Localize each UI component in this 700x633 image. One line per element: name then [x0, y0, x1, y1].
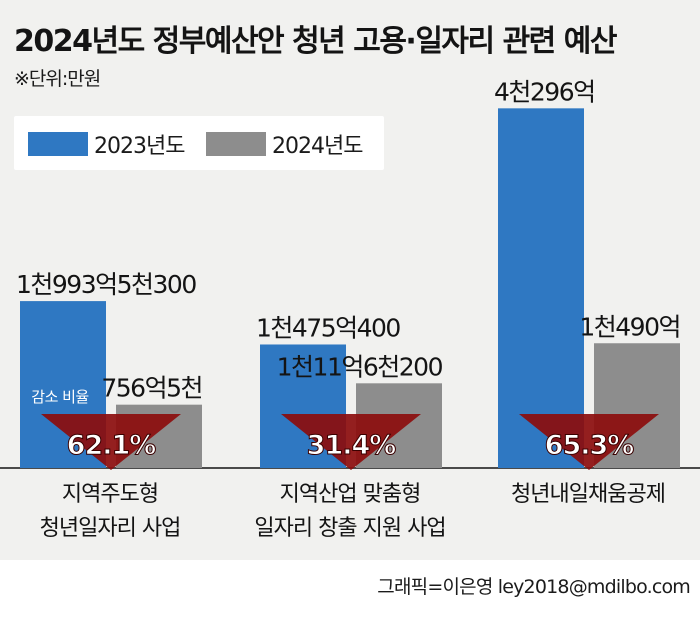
- value-label-2024-1: 756억5천: [101, 374, 202, 403]
- reduction-rate-3: 65.3%: [545, 430, 635, 461]
- legend-swatch-2024: [206, 132, 266, 156]
- category-label-line: 청년일자리 사업: [39, 516, 182, 541]
- reduction-rate-2: 31.4%: [307, 430, 397, 461]
- category-label-line: 지역주도형: [61, 482, 159, 507]
- reduction-arrow-3: [519, 414, 659, 470]
- value-label-2023-1: 1천993억5천300: [16, 270, 196, 299]
- credit-text: 그래픽=이은영 ley2018@mdilbo.com: [377, 576, 691, 598]
- legend-label-2023: 2023년도: [94, 134, 185, 159]
- reduction-arrow-1: [41, 414, 181, 470]
- reduction-rate-tag: 감소 비율: [31, 388, 88, 406]
- legend: 2023년도 2024년도: [14, 116, 384, 170]
- reduction-arrow-2: [281, 414, 421, 470]
- category-label-line: 청년내일채움공제: [511, 482, 666, 507]
- value-label-2024-2: 1천11억6천200: [277, 352, 443, 381]
- bar-plot: 1천993억5천300 756억5천 62.1% 1천475억400 1천11억6천20…: [0, 77, 700, 470]
- footer-band: [0, 560, 700, 633]
- value-label-2023-2: 1천475억400: [256, 313, 400, 342]
- chart-title: 2024년도 정부예산안 청년 고용·일자리 관련 예산: [14, 24, 617, 59]
- legend-swatch-2023: [28, 132, 88, 156]
- category-label-line: 지역산업 맞춤형: [279, 482, 422, 507]
- unit-note: ※단위:만원: [14, 68, 101, 90]
- value-label-2024-3: 1천490억: [579, 312, 680, 341]
- reduction-rate-1: 62.1%: [67, 430, 157, 461]
- legend-label-2024: 2024년도: [272, 134, 363, 159]
- value-label-2023-3: 4천296억: [494, 77, 595, 106]
- category-label-3: 청년내일채움공제: [468, 478, 700, 512]
- category-label-line: 일자리 창출 지원 사업: [254, 516, 446, 541]
- bar-2023-3: [498, 108, 584, 468]
